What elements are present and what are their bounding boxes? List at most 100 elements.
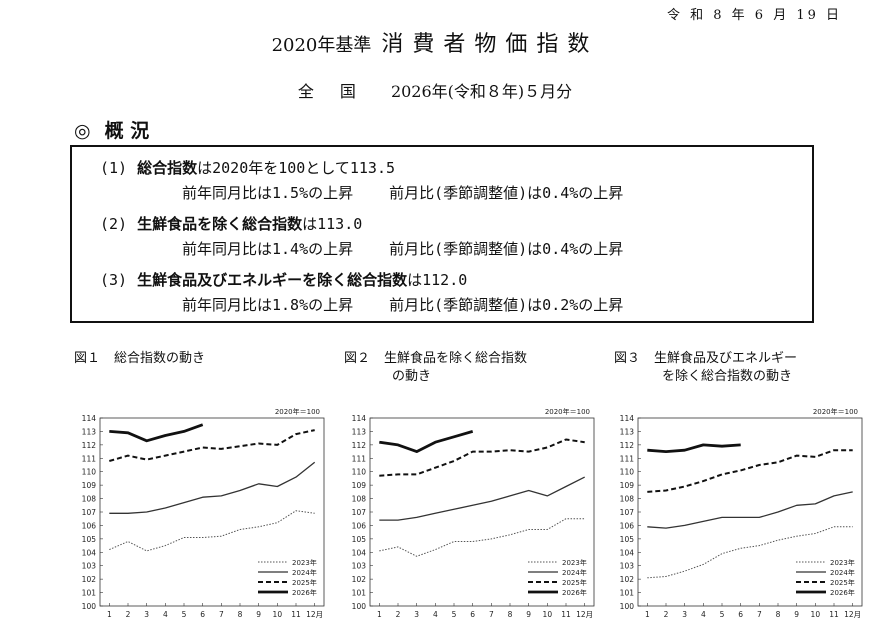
y-tick-label: 105 [82,535,97,544]
legend-label: 2025年 [292,578,317,587]
y-tick-label: 102 [82,575,97,584]
y-tick-label: 102 [620,575,635,584]
summary-item: (1) 総合指数は2020年を100として113.5 前年同月比は1.5%の上昇 前… [100,157,623,203]
x-tick-label: 8 [238,610,243,619]
series-line [379,430,474,453]
x-tick-label: 7 [219,610,224,619]
x-tick-label: 7 [757,610,762,619]
item-number: (2) [100,215,128,233]
y-tick-label: 105 [352,535,367,544]
item-text: は112.0 [407,271,468,289]
item-mom: 前月比(季節調整値)は0.4%の上昇 [389,240,624,258]
y-tick-label: 110 [82,468,97,477]
x-tick-label: 12月 [844,610,861,619]
series-line [109,423,204,443]
figure-caption: 図１ 総合指数の動き [74,350,205,368]
item-text: は2020年を100として113.5 [197,159,396,177]
item-yoy: 前年同月比は1.8%の上昇 [182,296,354,314]
figure-label: 図１ [74,351,101,366]
x-tick-label: 8 [508,610,513,619]
issue-date: 令 和 8 年 6 月 19 日 [666,8,842,23]
y-tick-label: 100 [620,602,635,611]
item-text: は113.0 [302,215,363,233]
item-name: 総合指数 [137,159,198,177]
series-line [109,461,316,514]
x-tick-label: 3 [144,610,149,619]
legend-label: 2023年 [562,558,587,567]
y-tick-label: 112 [352,441,367,450]
summary-box: (1) 総合指数は2020年を100として113.5 前年同月比は1.5%の上昇前… [70,145,814,323]
y-tick-label: 113 [82,427,97,436]
figure-caption-text-line2: の動き [392,369,432,384]
figure-label: 図３ [614,351,641,366]
x-tick-label: 2 [664,610,669,619]
document-subtitle: 全国 2026年(令和８年)５月分 [0,78,870,102]
x-tick-label: 10 [273,610,283,619]
x-tick-label: 3 [682,610,687,619]
y-tick-label: 108 [620,495,635,504]
chart-headline-index: 2020年＝1001001011021031041051061071081091… [82,407,325,619]
series-line [647,491,853,529]
x-tick-label: 11 [291,610,301,619]
series-line [647,526,853,579]
y-tick-label: 101 [620,589,635,598]
series-line [379,476,585,521]
item-mom: 前月比(季節調整値)は0.4%の上昇 [389,184,624,202]
x-tick-label: 9 [256,610,261,619]
subtitle-period: 2026年(令和８年)５月分 [390,82,573,101]
y-tick-label: 109 [352,481,367,490]
base-note: 2020年＝100 [275,407,320,416]
y-tick-label: 111 [620,454,635,463]
y-tick-label: 100 [352,602,367,611]
x-tick-label: 6 [470,610,475,619]
y-tick-label: 110 [352,468,367,477]
title-base-year: 2020年基準 [271,35,372,56]
legend-label: 2026年 [562,588,587,597]
summary-item: (2) 生鮮食品を除く総合指数は113.0 前年同月比は1.4%の上昇 前月比(季節… [100,213,623,259]
x-tick-label: 2 [396,610,401,619]
y-tick-label: 101 [352,589,367,598]
x-tick-label: 6 [200,610,205,619]
item-yoy: 前年同月比は1.5%の上昇 [182,184,354,202]
item-yoy: 前年同月比は1.4%の上昇 [182,240,354,258]
legend-label: 2024年 [292,568,317,577]
y-tick-label: 104 [620,548,635,557]
subtitle-area: 全国 [297,82,382,101]
y-tick-label: 104 [82,548,97,557]
plot-frame [637,417,863,607]
series-line [109,429,315,462]
figure-caption-text: 生鮮食品及びエネルギー [654,351,798,366]
base-note: 2020年＝100 [813,407,858,416]
y-tick-label: 103 [352,562,367,571]
legend-label: 2023年 [292,558,317,567]
y-tick-label: 111 [352,454,367,463]
series-line [647,443,741,453]
summary-item: (3) 生鮮食品及びエネルギーを除く総合指数は112.0 前年同月比は1.8%の上… [100,269,623,315]
y-tick-label: 112 [620,441,635,450]
y-tick-label: 107 [82,508,97,517]
legend-label: 2025年 [830,578,855,587]
x-tick-label: 11 [829,610,839,619]
chart-core-core-index: 2020年＝1001001011021031041051061071081091… [620,407,863,619]
x-tick-label: 10 [811,610,821,619]
y-tick-label: 107 [620,508,635,517]
series-line [109,510,315,552]
series-line [647,449,853,493]
x-tick-label: 4 [163,610,168,619]
x-tick-label: 9 [794,610,799,619]
series-line [379,518,585,557]
figure-caption: 図３ 生鮮食品及びエネルギー を除く総合指数の動き [614,350,797,386]
item-number: (1) [100,159,128,177]
item-name: 生鮮食品及びエネルギーを除く総合指数 [137,271,408,289]
x-tick-label: 7 [489,610,494,619]
document-title: 2020年基準 消費者物価指数 [0,26,870,58]
section-heading: ◎ 概 況 [74,116,149,143]
figure-caption-text-line2: を除く総合指数の動き [662,369,793,384]
x-tick-label: 5 [182,610,187,619]
y-tick-label: 106 [620,521,635,530]
y-tick-label: 114 [352,414,367,423]
y-tick-label: 105 [620,535,635,544]
figure-label: 図２ [344,351,371,366]
figure-caption: 図２ 生鮮食品を除く総合指数 の動き [344,350,527,386]
plot-frame [99,417,325,607]
